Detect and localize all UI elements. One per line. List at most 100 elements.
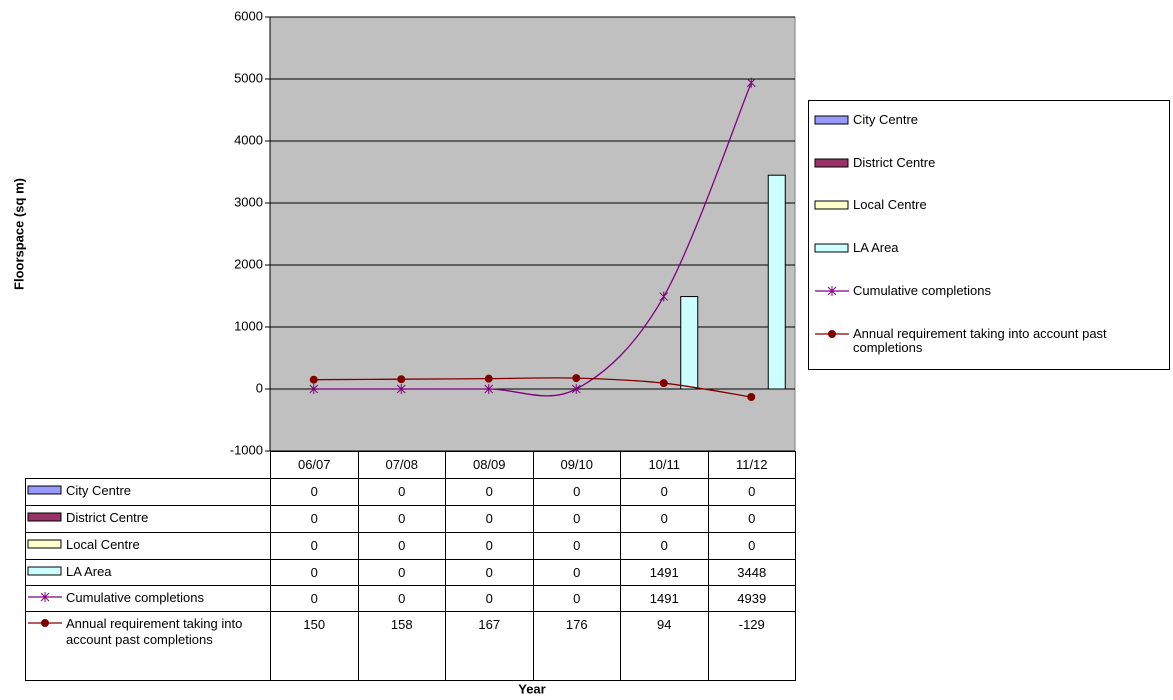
table-cell: 0 <box>357 505 446 533</box>
key-swatch <box>814 243 849 253</box>
table-cell: 158 <box>357 611 446 681</box>
table-cell: 150 <box>270 611 359 681</box>
table-cell: 0 <box>270 505 359 533</box>
marker <box>571 384 581 394</box>
table-cell: 0 <box>445 478 534 506</box>
table-cell: 0 <box>532 505 621 533</box>
legend-key <box>27 539 62 549</box>
marker <box>309 375 318 384</box>
table-cell: 0 <box>620 478 709 506</box>
legend-key <box>27 512 62 522</box>
table-cell: 0 <box>620 532 709 560</box>
table-cell: 0 <box>445 585 534 612</box>
marker <box>659 291 669 302</box>
table-cell: 0 <box>532 559 621 586</box>
legend-key <box>815 329 849 338</box>
legend-item: City Centre <box>813 113 1163 127</box>
table-cell: 0 <box>532 532 621 560</box>
table-cell: 0 <box>270 585 359 612</box>
legend-label: Annual requirement taking into account p… <box>853 325 1107 355</box>
legend-label: LA Area <box>853 240 899 256</box>
x-tick-label: 06/07 <box>270 451 359 479</box>
marker <box>396 384 406 394</box>
legend-key <box>28 619 62 627</box>
table-cell: 0 <box>357 478 446 506</box>
table-cell: -129 <box>707 611 796 681</box>
y-tick-label: 0 <box>256 380 263 395</box>
marker <box>41 619 49 627</box>
y-tick-label: 1000 <box>234 318 263 333</box>
key-swatch <box>814 115 849 125</box>
key-swatch <box>27 485 62 495</box>
legend-label: Cumulative completions <box>853 282 992 298</box>
legend-key <box>814 243 849 253</box>
y-tick-label: 3000 <box>234 194 263 209</box>
marker <box>746 77 756 88</box>
table-cell: 3448 <box>707 559 796 586</box>
y-tick-label: 2000 <box>234 256 263 271</box>
table-cell: 4939 <box>707 585 796 612</box>
legend-item: Annual requirement taking into account p… <box>813 325 1163 355</box>
line <box>313 377 752 398</box>
legend-key <box>27 566 62 576</box>
y-tick-label: -1000 <box>230 442 263 457</box>
marker <box>828 329 836 338</box>
table-cell: 0 <box>532 585 621 612</box>
marker <box>747 392 756 401</box>
table-row-header: LA Area <box>25 559 271 586</box>
marker <box>397 375 406 384</box>
marker <box>827 285 837 296</box>
table-cell: 0 <box>270 559 359 586</box>
legend-key <box>28 592 62 602</box>
table-cell: 0 <box>357 585 446 612</box>
table-row-header: District Centre <box>25 505 271 533</box>
table-cell: 167 <box>445 611 534 681</box>
table-cell: 94 <box>620 611 709 681</box>
table-cell: 0 <box>707 505 796 533</box>
legend-key <box>814 115 849 125</box>
table-row-header: City Centre <box>25 478 271 506</box>
y-axis-title: Floorspace (sq m) <box>11 178 26 290</box>
table-row-label: Cumulative completions <box>66 590 205 605</box>
table-cell: 0 <box>707 478 796 506</box>
table-cell: 0 <box>357 559 446 586</box>
table-cell: 0 <box>620 505 709 533</box>
legend-label: District Centre <box>853 154 936 170</box>
x-tick-label: 08/09 <box>445 451 534 479</box>
y-tick-label: 5000 <box>234 70 263 85</box>
x-axis-title: Year <box>518 681 545 696</box>
x-tick-label: 07/08 <box>357 451 446 479</box>
table-row-header: Annual requirement taking into account p… <box>25 611 271 681</box>
table-cell: 1491 <box>620 585 709 612</box>
marker <box>572 374 581 383</box>
table-cell: 0 <box>445 532 534 560</box>
y-tick-label: 4000 <box>234 132 263 147</box>
legend-item: Local Centre <box>813 198 1163 212</box>
key-swatch <box>27 539 62 549</box>
marker <box>484 374 493 383</box>
table-cell: 0 <box>707 532 796 560</box>
table-row-label: City Centre <box>66 483 132 498</box>
table-cell: 0 <box>445 559 534 586</box>
key-swatch <box>27 566 62 576</box>
marker <box>40 592 50 602</box>
marker <box>309 384 319 394</box>
table-cell: 1491 <box>620 559 709 586</box>
table-cell: 0 <box>270 478 359 506</box>
marker <box>484 384 494 394</box>
key-swatch <box>814 158 849 168</box>
legend-item: LA Area <box>813 241 1163 255</box>
legend: City Centre District Centre Local Centre LA… <box>808 100 1170 370</box>
legend-item: District Centre <box>813 154 1163 170</box>
bar <box>680 296 699 390</box>
table-row-label: LA Area <box>66 564 112 579</box>
table-row-label: Local Centre <box>66 537 140 552</box>
legend-key <box>815 285 849 296</box>
legend-key <box>814 200 849 210</box>
x-tick-label: 11/12 <box>707 451 796 479</box>
table-row-label: District Centre <box>66 510 149 525</box>
legend-label: City Centre <box>853 112 919 127</box>
legend-key <box>814 158 849 168</box>
